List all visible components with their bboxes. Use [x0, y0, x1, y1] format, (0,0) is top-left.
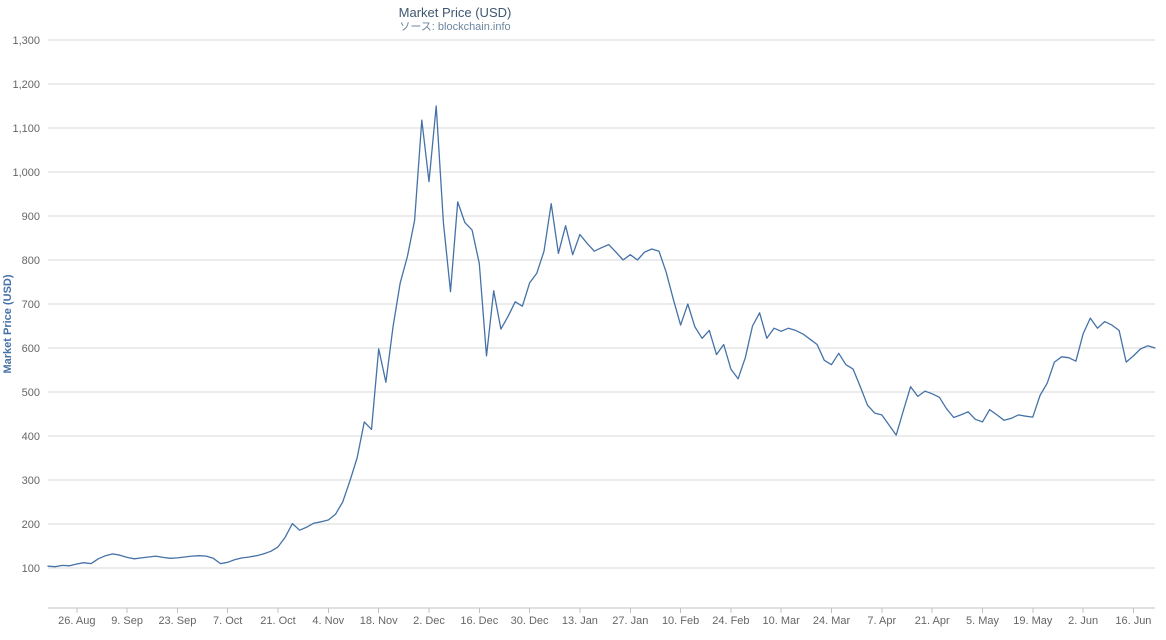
y-axis-title: Market Price (USD)	[2, 274, 14, 373]
x-tick-label: 19. May	[1013, 615, 1053, 627]
x-tick-label: 2. Dec	[413, 615, 445, 627]
series-layer	[47, 105, 1156, 568]
gridlines-layer	[48, 39, 1155, 569]
x-tick-label: 27. Jan	[612, 615, 648, 627]
x-tick-label: 16. Jun	[1115, 615, 1151, 627]
x-tick-label: 2. Jun	[1068, 615, 1098, 627]
y-tick-label: 200	[22, 519, 40, 531]
y-tick-label: 800	[22, 255, 40, 267]
y-tick-labels-layer: 100 200 300 400 500 600 700 800 900 1,000 1,100 1,2…	[12, 35, 40, 575]
x-tick-label: 10. Mar	[763, 615, 801, 627]
y-tick-label: 900	[22, 211, 40, 223]
y-tick-label: 300	[22, 475, 40, 487]
x-tick-label: 18. Nov	[360, 615, 398, 627]
y-tick-label: 100	[22, 563, 40, 575]
x-tick-label: 30. Dec	[511, 615, 549, 627]
y-tick-label: 400	[22, 431, 40, 443]
x-tick-label: 24. Feb	[712, 615, 749, 627]
y-tick-label: 600	[22, 343, 40, 355]
x-tick-label: 21. Oct	[260, 615, 295, 627]
x-tick-label: 13. Jan	[562, 615, 598, 627]
x-tick-labels-layer: 26. Aug 9. Sep 23. Sep 7. Oct 21. Oct 4. Nov 1…	[58, 615, 1151, 627]
x-tick-label: 16. Dec	[460, 615, 498, 627]
x-tick-label: 7. Oct	[213, 615, 242, 627]
x-tick-label: 4. Nov	[312, 615, 344, 627]
y-tick-label: 500	[22, 387, 40, 399]
x-tick-label: 5. May	[966, 615, 1000, 627]
y-tick-label: 1,100	[12, 123, 40, 135]
x-tick-label: 9. Sep	[111, 615, 143, 627]
chart-subtitle: ソース: blockchain.info	[399, 21, 510, 33]
axis-layer	[48, 607, 1155, 613]
x-tick-label: 10. Feb	[662, 615, 699, 627]
y-tick-label: 1,000	[12, 167, 40, 179]
x-tick-label: 26. Aug	[58, 615, 95, 627]
y-tick-label: 1,200	[12, 79, 40, 91]
x-tick-label: 21. Apr	[915, 615, 950, 627]
chart-title: Market Price (USD)	[399, 5, 512, 20]
y-tick-label: 1,300	[12, 35, 40, 47]
price-line-series[interactable]	[47, 105, 1156, 568]
x-tick-label: 7. Apr	[867, 615, 896, 627]
y-tick-label: 700	[22, 299, 40, 311]
x-tick-label: 24. Mar	[813, 615, 851, 627]
x-tick-label: 23. Sep	[158, 615, 196, 627]
